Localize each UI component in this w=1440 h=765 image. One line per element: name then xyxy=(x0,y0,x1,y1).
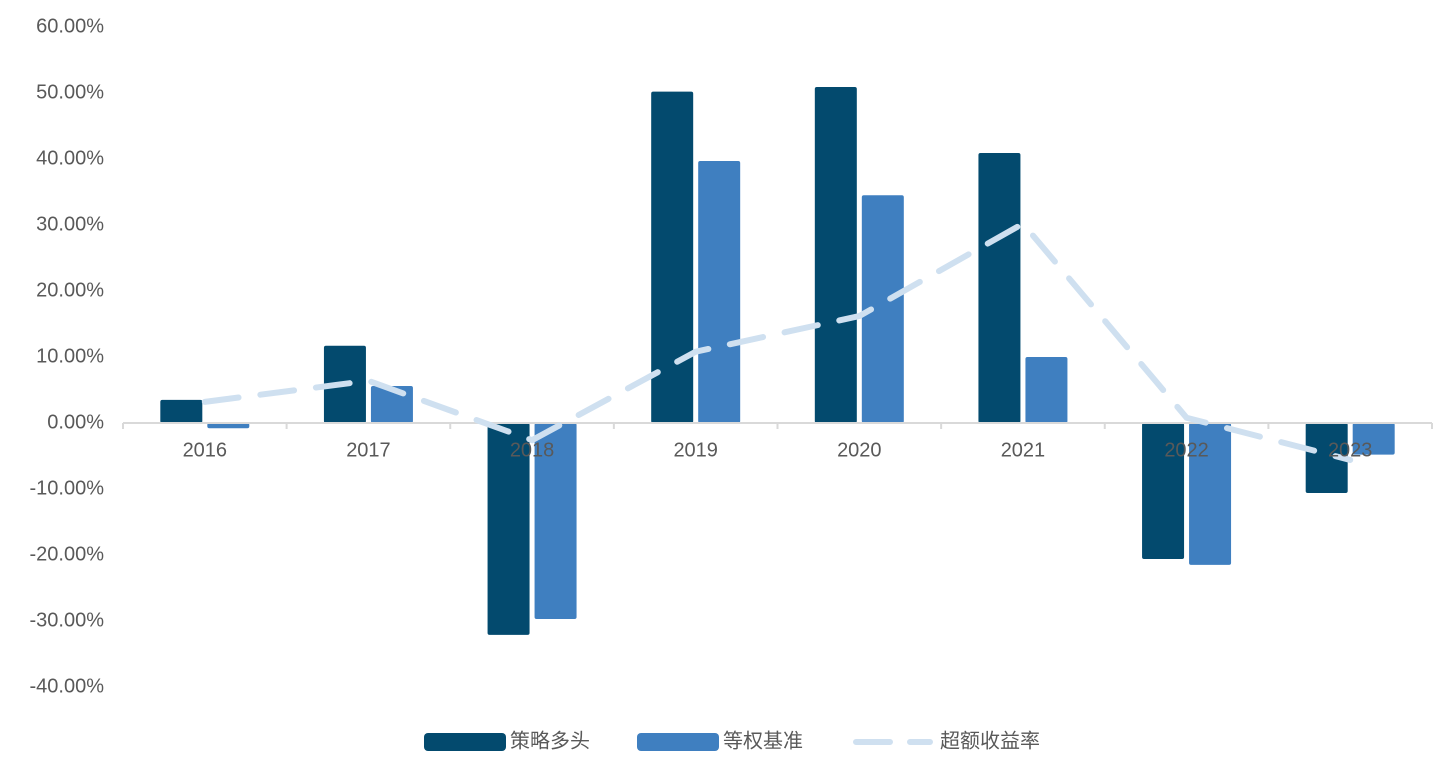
legend-swatch xyxy=(424,733,506,751)
y-tick-label: 30.00% xyxy=(36,213,104,235)
bar xyxy=(696,158,743,425)
y-tick-label: -30.00% xyxy=(30,609,105,631)
bar xyxy=(1023,355,1070,425)
x-tick-label: 2019 xyxy=(673,439,718,461)
x-tick-label: 2017 xyxy=(346,439,391,461)
y-tick-label: 40.00% xyxy=(36,147,104,169)
x-tick-label: 2016 xyxy=(183,439,228,461)
y-tick-label: -10.00% xyxy=(30,477,105,499)
y-tick-label: 60.00% xyxy=(36,15,104,37)
bar xyxy=(812,85,859,425)
bar xyxy=(976,151,1023,425)
legend-label: 等权基准 xyxy=(723,729,803,752)
line xyxy=(201,219,1354,463)
y-tick-label: 50.00% xyxy=(36,81,104,103)
bar xyxy=(158,397,205,425)
y-tick-label: 20.00% xyxy=(36,279,104,301)
y-tick-label: 0.00% xyxy=(47,411,104,433)
y-tick-label: 10.00% xyxy=(36,345,104,367)
x-tick-label: 2021 xyxy=(1001,439,1046,461)
legend-swatch xyxy=(637,733,719,751)
y-tick-label: -20.00% xyxy=(30,543,105,565)
x-tick-label: 2018 xyxy=(510,439,555,461)
x-tick-label: 2020 xyxy=(837,439,882,461)
legend-label: 超额收益率 xyxy=(940,729,1040,752)
x-tick-label: 2022 xyxy=(1164,439,1209,461)
x-tick-label: 2023 xyxy=(1328,439,1373,461)
legend-label: 策略多头 xyxy=(510,729,590,752)
y-tick-label: -40.00% xyxy=(30,675,105,697)
